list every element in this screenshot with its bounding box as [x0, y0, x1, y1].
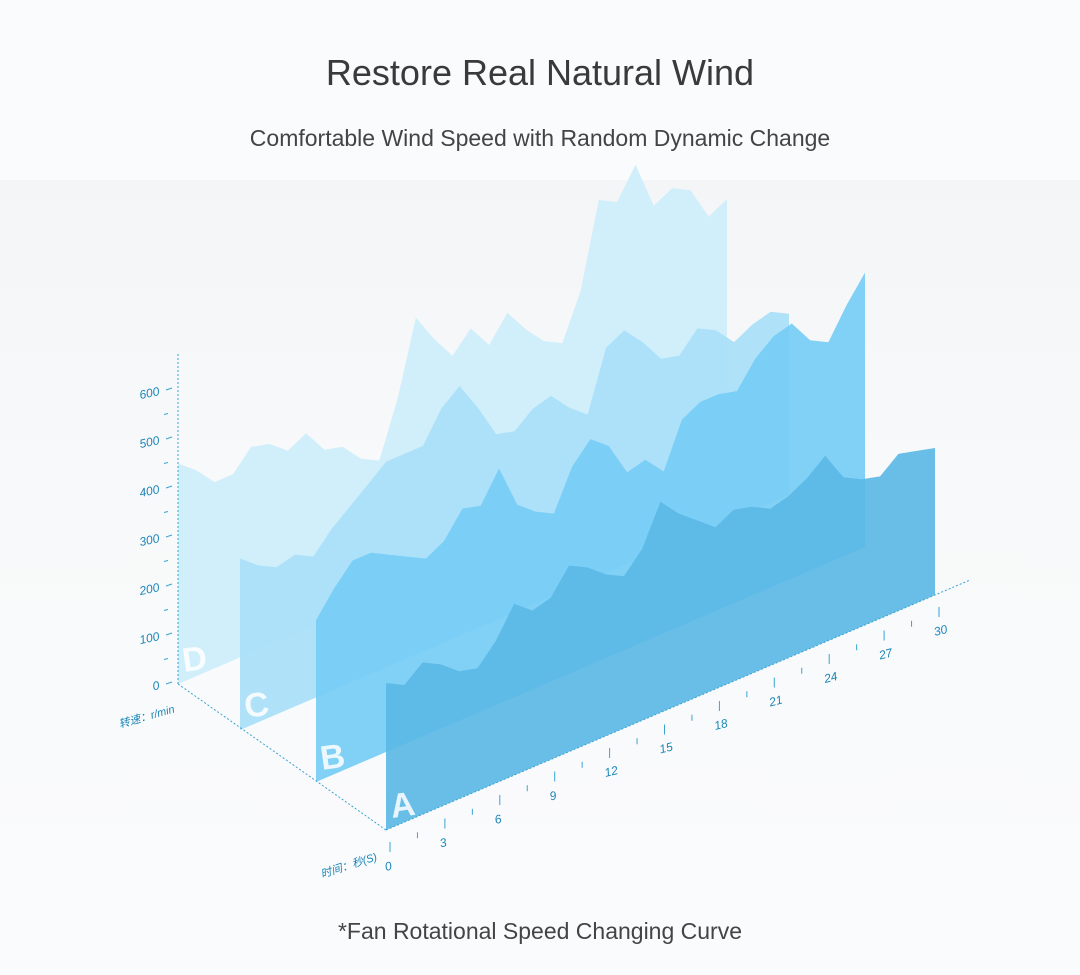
y-minor-tick — [163, 658, 169, 660]
x-axis-label: 时间：秒(S) — [319, 850, 379, 881]
y-tick-label: 0 — [151, 678, 161, 693]
y-tick-label: 400 — [138, 482, 161, 500]
x-tick-label: 0 — [383, 859, 393, 874]
y-tick-label: 500 — [138, 433, 161, 451]
series-label-B: B — [318, 737, 348, 778]
series-label-D: D — [180, 639, 210, 680]
y-tick-label: 100 — [138, 629, 161, 647]
x-tick-label: 6 — [493, 812, 503, 827]
x-tick-label: 27 — [876, 645, 895, 662]
y-tick-mark — [165, 632, 173, 636]
y-tick-mark — [165, 583, 173, 587]
x-tick-label: 12 — [603, 763, 620, 780]
page-subtitle: Comfortable Wind Speed with Random Dynam… — [249, 125, 831, 151]
y-tick-mark — [165, 534, 173, 538]
y-axis-label: 转速：r/min — [117, 703, 176, 731]
x-tick-label: 21 — [767, 693, 784, 710]
x-tick-label: 18 — [713, 716, 730, 733]
y-minor-tick — [163, 413, 169, 415]
y-tick-label: 300 — [138, 531, 161, 549]
y-minor-tick — [163, 511, 169, 513]
y-minor-tick — [163, 560, 169, 562]
y-tick-label: 600 — [138, 384, 161, 402]
y-tick-label: 200 — [137, 580, 161, 598]
y-minor-tick — [163, 462, 169, 464]
x-tick-label: 15 — [658, 740, 675, 757]
x-tick-label: 30 — [932, 622, 949, 639]
y-tick-mark — [165, 681, 173, 685]
series-label-A: A — [388, 785, 418, 826]
x-axis-line — [385, 579, 971, 831]
y-tick-mark — [165, 387, 173, 391]
y-tick-mark — [165, 436, 173, 440]
y-tick-mark — [165, 485, 173, 489]
y-minor-tick — [163, 609, 169, 611]
x-tick-label: 9 — [548, 788, 558, 803]
series-area-B — [316, 272, 865, 782]
x-tick-label: 24 — [822, 669, 840, 686]
x-tick-label: 3 — [438, 835, 448, 850]
page-title: Restore Real Natural Wind — [325, 52, 755, 93]
series-areas — [178, 164, 935, 830]
chart-axes — [163, 352, 971, 852]
series-label-C: C — [242, 685, 272, 726]
series-area-A — [386, 448, 935, 830]
chart-caption: *Fan Rotational Speed Changing Curve — [337, 918, 743, 944]
